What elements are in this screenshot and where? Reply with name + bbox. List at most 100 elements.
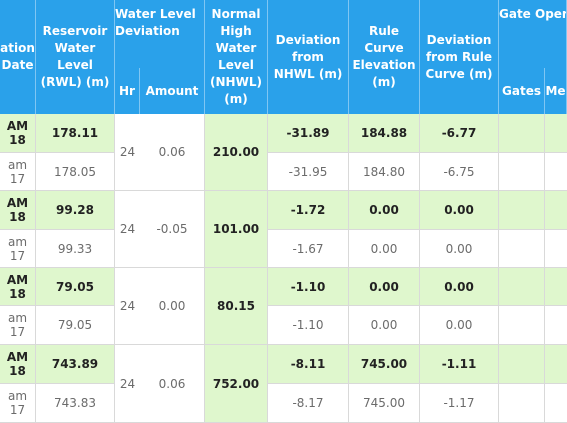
deviation-nhwl-current: -8.11 (268, 345, 349, 384)
hr-value: 24 (115, 268, 140, 345)
rwl-current: 178.11 (36, 114, 115, 153)
header-rule-curve-line: Curve (364, 41, 404, 55)
date-previous: am 17 (0, 384, 36, 423)
date-previous: am 17 (0, 306, 36, 345)
date-current: AM 18 (0, 345, 36, 384)
nhwl-value: 752.00 (205, 345, 268, 423)
deviation-nhwl-previous: -1.67 (268, 230, 349, 268)
deviation-rule-current: -1.11 (420, 345, 499, 384)
header-deviation-nhwl: Deviation from NHWL (m) (268, 0, 349, 114)
header-date: ation Date (0, 0, 36, 114)
deviation-rule-current: 0.00 (420, 191, 499, 230)
me-current (545, 114, 567, 153)
date-previous: am 17 (0, 153, 36, 191)
date-part: 17 (9, 325, 26, 339)
me-current (545, 191, 567, 230)
rule-curve-previous: 745.00 (349, 384, 420, 423)
header-gates: Gates (499, 68, 545, 114)
header-rule-curve: Rule Curve Elevation (m) (349, 0, 420, 114)
gates-current (499, 191, 545, 230)
header-rule-curve-line: (m) (372, 75, 396, 89)
date-part: 18 (9, 286, 26, 301)
deviation-nhwl-previous: -8.17 (268, 384, 349, 423)
me-previous (545, 230, 567, 268)
deviation-rule-current: -6.77 (420, 114, 499, 153)
date-part: 18 (9, 210, 26, 224)
rwl-previous: 99.33 (36, 230, 115, 268)
header-water-level-deviation-line: Deviation (115, 24, 180, 38)
header-nhwl-line: Normal (211, 7, 261, 21)
deviation-rule-previous: 0.00 (420, 230, 499, 268)
me-previous (545, 306, 567, 345)
header-nhwl-line: Level (218, 58, 254, 72)
header-deviation-nhwl-line: from (292, 49, 324, 64)
rule-curve-previous: 0.00 (349, 306, 420, 345)
deviation-nhwl-current: -31.89 (268, 114, 349, 153)
header-nhwl: Normal High Water Level (NHWL) (m) (205, 0, 268, 114)
rule-curve-previous: 0.00 (349, 230, 420, 268)
rule-curve-current: 0.00 (349, 268, 420, 306)
gates-previous (499, 306, 545, 345)
header-deviation-rule-line: from Rule (425, 49, 493, 64)
deviation-nhwl-previous: -31.95 (268, 153, 349, 191)
nhwl-value: 101.00 (205, 191, 268, 268)
header-date-line: Date (1, 58, 34, 72)
nhwl-value: 210.00 (205, 114, 268, 191)
header-rwl: Reservoir Water Level (RWL) (m) (36, 0, 115, 114)
header-me: Me (545, 68, 567, 114)
me-previous (545, 384, 567, 423)
header-date-line: ation (0, 41, 35, 55)
header-gate-operations: Gate Oper (499, 0, 567, 68)
date-current: AM 18 (0, 268, 36, 306)
rwl-previous: 743.83 (36, 384, 115, 423)
date-part: 18 (9, 364, 26, 378)
date-current: AM 18 (0, 114, 36, 153)
date-part: am (7, 234, 28, 249)
header-deviation-nhwl-line: Deviation (275, 32, 341, 47)
header-deviation-rule-line: Deviation (426, 32, 492, 47)
header-rwl-line: Reservoir (42, 24, 108, 38)
gates-previous (499, 384, 545, 423)
date-part: AM (6, 350, 29, 364)
header-hr: Hr (115, 68, 140, 114)
date-current: AM 18 (0, 191, 36, 230)
deviation-rule-previous: -1.17 (420, 384, 499, 423)
date-part: 17 (9, 403, 26, 417)
header-rule-curve-line: Rule (368, 24, 400, 38)
date-part: am (7, 389, 28, 403)
header-rwl-line: (RWL) (m) (40, 75, 110, 89)
amount-value: 0.06 (140, 345, 205, 423)
header-nhwl-line: (NHWL) (210, 75, 262, 89)
date-part: am (7, 157, 28, 172)
rwl-previous: 178.05 (36, 153, 115, 191)
header-water-level-deviation: Water Level Deviation (115, 0, 205, 68)
gates-current (499, 114, 545, 153)
deviation-rule-previous: 0.00 (420, 306, 499, 345)
header-rwl-line: Water (54, 41, 96, 55)
date-part: 17 (9, 171, 26, 186)
amount-value: 0.00 (140, 268, 205, 345)
gates-previous (499, 153, 545, 191)
gates-previous (499, 230, 545, 268)
header-deviation-nhwl-line: NHWL (m) (273, 66, 343, 81)
header-deviation-rule-line: Curve (m) (425, 66, 493, 81)
gates-current (499, 268, 545, 306)
rwl-current: 743.89 (36, 345, 115, 384)
header-amount: Amount (140, 68, 205, 114)
deviation-nhwl-current: -1.10 (268, 268, 349, 306)
me-current (545, 345, 567, 384)
deviation-nhwl-previous: -1.10 (268, 306, 349, 345)
rule-curve-current: 0.00 (349, 191, 420, 230)
hr-value: 24 (115, 191, 140, 268)
header-nhwl-line: (m) (224, 92, 248, 106)
date-part: 17 (9, 248, 26, 263)
amount-value: 0.06 (140, 114, 205, 191)
date-previous: am 17 (0, 230, 36, 268)
rwl-current: 99.28 (36, 191, 115, 230)
rule-curve-current: 745.00 (349, 345, 420, 384)
header-water-level-deviation-line: Water Level (115, 7, 196, 21)
date-part: AM (6, 272, 29, 287)
header-deviation-rule: Deviation from Rule Curve (m) (420, 0, 499, 114)
hr-value: 24 (115, 345, 140, 423)
date-part: 18 (9, 133, 26, 147)
